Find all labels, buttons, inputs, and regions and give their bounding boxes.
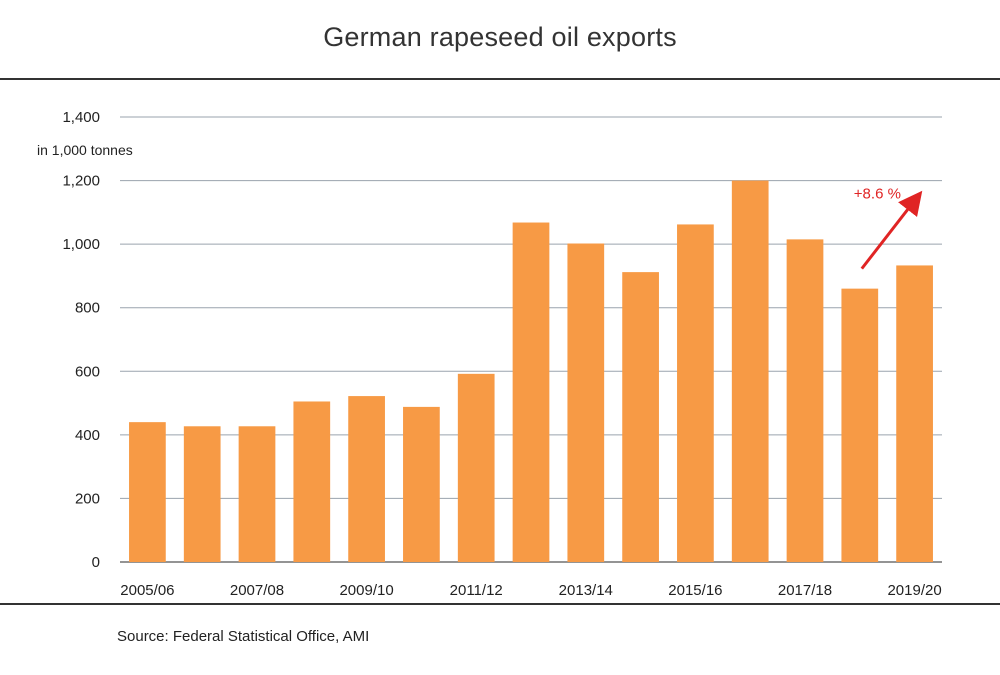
x-tick-label: 2009/10 (339, 582, 393, 599)
y-tick-labels: 0 200 400 600 800 1,000 1,200 1,400 (62, 109, 100, 571)
y-tick-label: 0 (92, 554, 100, 571)
bar (238, 426, 276, 562)
bar (348, 396, 385, 562)
annotation: +8.6 % (854, 185, 923, 270)
bar (567, 243, 605, 562)
y-tick-label: 400 (75, 427, 100, 444)
x-tick-label: 2015/16 (668, 582, 722, 599)
bar (129, 422, 166, 562)
y-tick-label: 1,000 (62, 236, 100, 253)
top-divider (0, 78, 1000, 80)
bottom-divider (0, 603, 1000, 605)
bar (622, 272, 659, 562)
y-tick-label: 600 (75, 363, 100, 380)
x-tick-label: 2007/08 (230, 582, 284, 599)
bar (293, 401, 331, 562)
y-tick-label: 1,400 (62, 109, 100, 126)
y-tick-label: 200 (75, 490, 100, 507)
bar (786, 239, 824, 562)
annotation-label: +8.6 % (854, 185, 901, 202)
bar (512, 222, 550, 562)
bar (403, 406, 440, 562)
x-tick-labels: 2005/06 2007/08 2009/10 2011/12 2013/14 2015/… (120, 582, 941, 599)
bar (457, 373, 495, 562)
x-tick-label: 2011/12 (450, 582, 503, 599)
source-note: Source: Federal Statistical Office, AMI (117, 628, 370, 645)
bar (841, 288, 879, 562)
bar (183, 426, 221, 562)
x-tick-label: 2005/06 (120, 582, 174, 599)
y-tick-label: 800 (75, 300, 100, 317)
chart-title: German rapeseed oil exports (323, 22, 677, 52)
bar (731, 180, 769, 563)
y-axis-label: in 1,000 tonnes (37, 142, 133, 158)
x-tick-label: 2017/18 (778, 582, 832, 599)
annotation-arrow (860, 190, 923, 270)
bar (896, 265, 933, 562)
x-tick-label: 2013/14 (559, 582, 613, 599)
x-tick-label: 2019/20 (887, 582, 941, 599)
y-tick-label: 1,200 (62, 173, 100, 190)
bar (677, 224, 714, 562)
bars (129, 180, 933, 563)
